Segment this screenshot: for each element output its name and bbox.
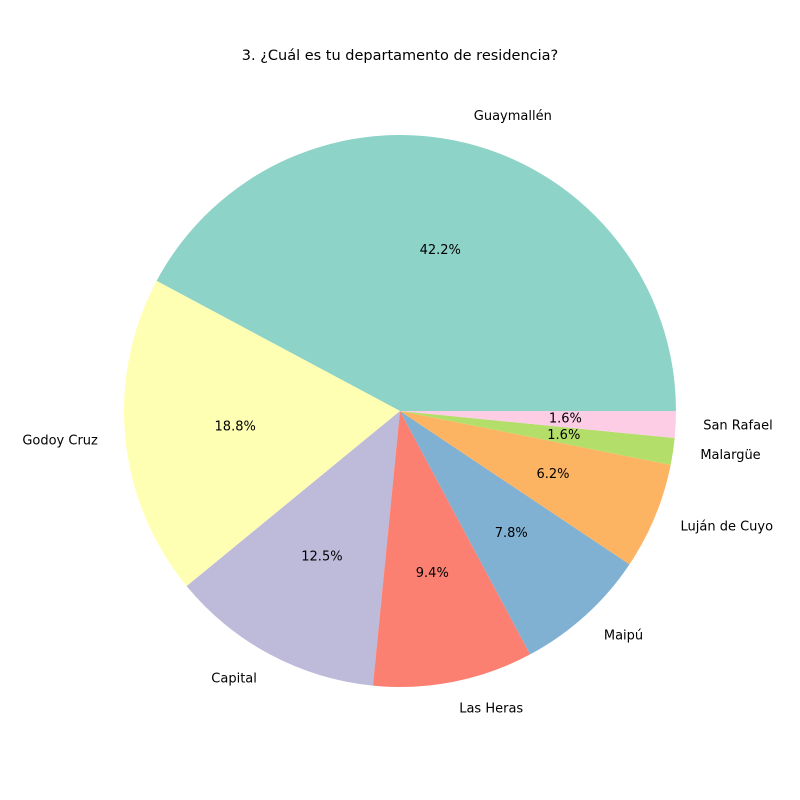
percent-label-capital: 12.5% [301,550,342,565]
pie-slice-guaymallen [156,134,677,411]
category-label-lujan-de-cuyo: Luján de Cuyo [680,520,773,535]
percent-label-san-rafael: 1.6% [549,412,582,427]
pie-slice-capital [186,411,400,686]
category-label-guaymallen: Guaymallén [474,109,552,124]
percent-label-lujan-de-cuyo: 6.2% [536,467,569,482]
pie-slice-las-heras [372,411,531,687]
category-label-malargue: Malargüe [700,448,760,463]
percent-label-godoy-cruz: 18.8% [215,420,256,435]
category-label-las-heras: Las Heras [459,701,523,716]
percent-label-malargue: 1.6% [547,428,580,443]
pie-slice-san-rafael [400,411,676,439]
pie-slice-malargue [400,411,675,465]
labels-layer: 42.2% Guaymallén 18.8% Godoy Cruz 12.5% Capit… [22,109,773,716]
category-label-maipu: Maipú [604,628,643,643]
category-label-san-rafael: San Rafael [703,418,772,433]
category-label-godoy-cruz: Godoy Cruz [22,433,98,448]
pie-slice-godoy-cruz [123,280,401,587]
percent-label-guaymallen: 42.2% [420,243,461,258]
pie-slice-maipu [400,411,630,655]
percent-label-maipu: 7.8% [495,526,528,541]
chart-title: 3. ¿Cuál es tu departamento de residenci… [242,48,558,64]
category-label-capital: Capital [211,671,257,686]
pie-slice-lujan-de-cuyo [400,411,671,565]
slices-layer [123,134,677,687]
percent-label-las-heras: 9.4% [416,566,449,581]
